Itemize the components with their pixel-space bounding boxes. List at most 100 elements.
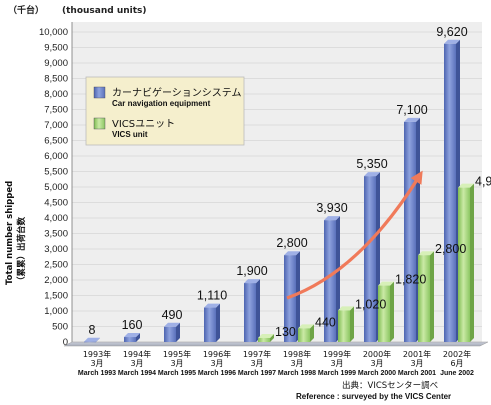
bar-vics bbox=[258, 337, 270, 342]
chart-floor bbox=[63, 341, 489, 347]
bar-car-navigation bbox=[84, 341, 96, 343]
y-tick-label: 0 bbox=[63, 337, 68, 348]
bar-side bbox=[96, 337, 100, 342]
x-label-month: 3月 bbox=[90, 359, 103, 368]
y-tick-label: 8,500 bbox=[44, 74, 68, 85]
bar-side bbox=[350, 306, 354, 342]
y-tick-label: 7,500 bbox=[44, 105, 68, 116]
bar-top bbox=[298, 324, 314, 329]
data-label: 1,820 bbox=[395, 273, 426, 287]
y-tick-label: 9,000 bbox=[44, 58, 68, 69]
x-label-month: 3月 bbox=[130, 359, 143, 368]
legend: カーナビゲーションシステム Car navigation equipment V… bbox=[85, 76, 245, 146]
data-label: 7,100 bbox=[396, 103, 427, 117]
x-label-year: 1995年 bbox=[163, 349, 191, 359]
bar-car-navigation bbox=[244, 283, 256, 342]
bar-vics bbox=[298, 328, 310, 342]
legend-box bbox=[85, 76, 245, 146]
data-label: 4,980 bbox=[475, 175, 491, 189]
y-tick-label: 5,500 bbox=[44, 167, 68, 178]
bar-car-navigation bbox=[404, 121, 416, 343]
x-label-en: March 1998 bbox=[278, 370, 316, 377]
y-tick-label: 9,500 bbox=[44, 43, 68, 54]
y-tick-label: 10,000 bbox=[39, 27, 68, 38]
bar-top bbox=[404, 117, 420, 122]
trend-arrow bbox=[286, 170, 423, 300]
x-label-en: March 1997 bbox=[238, 370, 276, 377]
bar-vics bbox=[418, 255, 430, 342]
data-label: 9,620 bbox=[436, 25, 467, 39]
bar-side bbox=[136, 333, 140, 342]
legend-label-car-navigation-ja: カーナビゲーションシステム bbox=[112, 87, 242, 99]
data-label: 8 bbox=[89, 323, 96, 337]
x-label-month: 3月 bbox=[250, 359, 263, 368]
y-tick-label: 7,000 bbox=[44, 120, 68, 131]
bar-top bbox=[378, 281, 394, 286]
x-label-month: 3月 bbox=[210, 359, 223, 368]
bar-top bbox=[418, 251, 434, 256]
bar-side bbox=[430, 251, 434, 342]
data-label: 490 bbox=[162, 308, 183, 322]
legend-label-car-navigation-en: Car navigation equipment bbox=[112, 99, 211, 108]
x-label-year: 1996年 bbox=[203, 349, 231, 359]
bar-side bbox=[216, 303, 220, 342]
x-label-month: 3月 bbox=[370, 359, 383, 368]
bar-side bbox=[176, 322, 180, 342]
bar-top bbox=[258, 333, 274, 338]
x-label-month: 3月 bbox=[410, 359, 423, 368]
bar-side bbox=[310, 324, 314, 342]
bar-vics bbox=[458, 187, 470, 342]
y-axis-ticks: 0 500 1,000 1,500 2,000 2,500 3,000 3,500 4,000 4… bbox=[39, 27, 68, 348]
bar-top bbox=[364, 172, 380, 177]
x-label-year: 1994年 bbox=[123, 349, 151, 359]
bar-side bbox=[390, 281, 394, 342]
y-tick-label: 4,500 bbox=[44, 198, 68, 209]
bar-vics bbox=[378, 285, 390, 342]
y-tick-label: 2,500 bbox=[44, 260, 68, 271]
x-label-year: 2001年 bbox=[403, 349, 431, 359]
y-tick-label: 1,500 bbox=[44, 291, 68, 302]
x-label-year: 1993年 bbox=[83, 349, 111, 359]
x-label-en: March 1999 bbox=[318, 370, 356, 377]
y-tick-label: 6,000 bbox=[44, 151, 68, 162]
legend-label-vics-ja: VICSユニット bbox=[112, 119, 175, 130]
x-label-en: March 2000 bbox=[358, 370, 396, 377]
data-label: 1,900 bbox=[236, 264, 267, 278]
unit-label-ja: （千台） bbox=[8, 4, 44, 16]
x-label-en: June 2002 bbox=[440, 370, 474, 377]
data-label: 3,930 bbox=[316, 201, 347, 215]
data-labels: 8 160 490 1,110 1,900 130 2,800 440 3,930 1,020 5,… bbox=[89, 25, 491, 339]
bar-car-navigation bbox=[164, 326, 176, 342]
data-label: 1,110 bbox=[197, 289, 227, 303]
bar-car-navigation bbox=[444, 43, 456, 342]
bar-top bbox=[244, 279, 260, 284]
unit-label-en: (thousand units) bbox=[62, 6, 147, 16]
x-label-en: March 1995 bbox=[158, 370, 196, 377]
y-tick-label: 4,000 bbox=[44, 213, 68, 224]
legend-swatch-car-navigation bbox=[93, 86, 106, 99]
bars bbox=[84, 39, 474, 343]
bar-side bbox=[270, 333, 274, 342]
x-label-month: 6月 bbox=[450, 359, 463, 368]
y-tick-label: 2,000 bbox=[44, 275, 68, 286]
bar-side bbox=[296, 251, 300, 342]
data-label: 440 bbox=[315, 315, 336, 329]
x-label-month: 3月 bbox=[290, 359, 303, 368]
bar-top bbox=[324, 216, 340, 221]
data-label: 2,800 bbox=[435, 242, 466, 256]
bar-top bbox=[84, 337, 100, 342]
legend-swatch-vics bbox=[93, 117, 106, 130]
bar-car-navigation bbox=[204, 307, 216, 342]
y-tick-label: 3,500 bbox=[44, 229, 68, 240]
data-label: 130 bbox=[275, 325, 296, 339]
x-label-month: 3月 bbox=[170, 359, 183, 368]
data-label: 1,020 bbox=[355, 297, 386, 311]
x-label-en: March 1994 bbox=[118, 370, 156, 377]
x-label-en: March 1993 bbox=[78, 370, 116, 377]
bar-top bbox=[124, 333, 140, 338]
data-label: 2,800 bbox=[276, 236, 307, 250]
x-label-en: March 2001 bbox=[398, 370, 436, 377]
data-label: 5,350 bbox=[356, 157, 387, 171]
bar-side bbox=[256, 279, 260, 342]
